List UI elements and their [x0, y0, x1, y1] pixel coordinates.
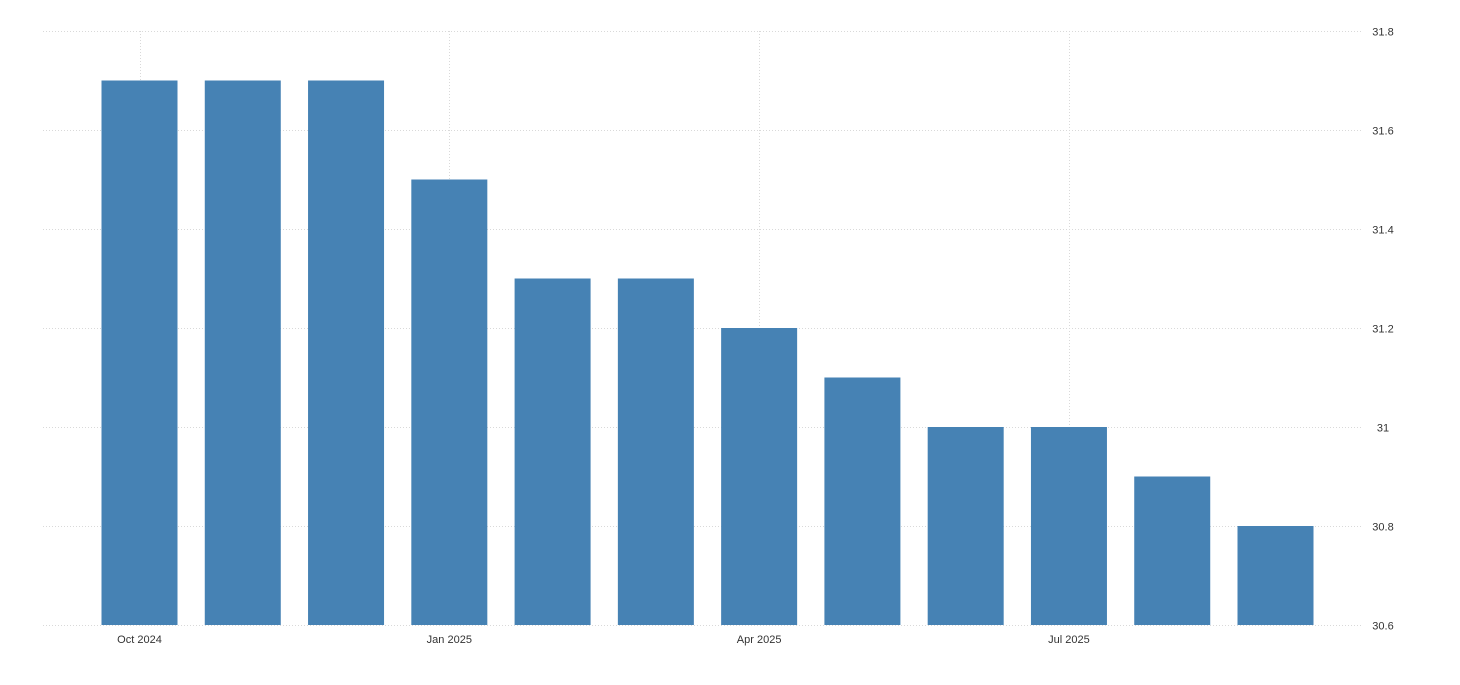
bar-2025-05[interactable]: [824, 377, 901, 626]
bar-2025-01[interactable]: [411, 179, 488, 626]
y-tick-label: 31.4: [1372, 225, 1393, 237]
y-tick-label: 30.6: [1372, 621, 1393, 633]
x-axis: Oct 2024 Jan 2025 Apr 2025 Jul 2025: [117, 634, 1090, 646]
y-tick-label: 31.6: [1372, 126, 1393, 138]
bar-2024-10[interactable]: [101, 80, 178, 626]
bars: [101, 80, 1314, 626]
x-tick-label: Oct 2024: [117, 634, 162, 646]
bar-2024-11[interactable]: [204, 80, 281, 626]
y-tick-label: 31: [1377, 423, 1389, 435]
y-axis: 31.8 31.6 31.4 31.2 31 30.8 30.6: [1372, 27, 1393, 633]
bar-2025-06[interactable]: [927, 427, 1004, 625]
y-tick-label: 31.2: [1372, 324, 1393, 336]
x-tick-label: Jul 2025: [1048, 634, 1090, 646]
x-tick-label: Apr 2025: [737, 634, 782, 646]
bar-2024-12[interactable]: [308, 80, 385, 626]
bar-2025-04[interactable]: [721, 328, 798, 625]
bar-2025-08[interactable]: [1134, 476, 1211, 626]
bar-2025-09[interactable]: [1237, 526, 1314, 625]
bar-2025-07[interactable]: [1030, 427, 1107, 625]
bar-2025-03[interactable]: [617, 278, 694, 626]
y-tick-label: 31.8: [1372, 27, 1393, 39]
bar-2025-02[interactable]: [514, 278, 591, 626]
x-tick-label: Jan 2025: [427, 634, 472, 646]
y-tick-label: 30.8: [1372, 522, 1393, 534]
